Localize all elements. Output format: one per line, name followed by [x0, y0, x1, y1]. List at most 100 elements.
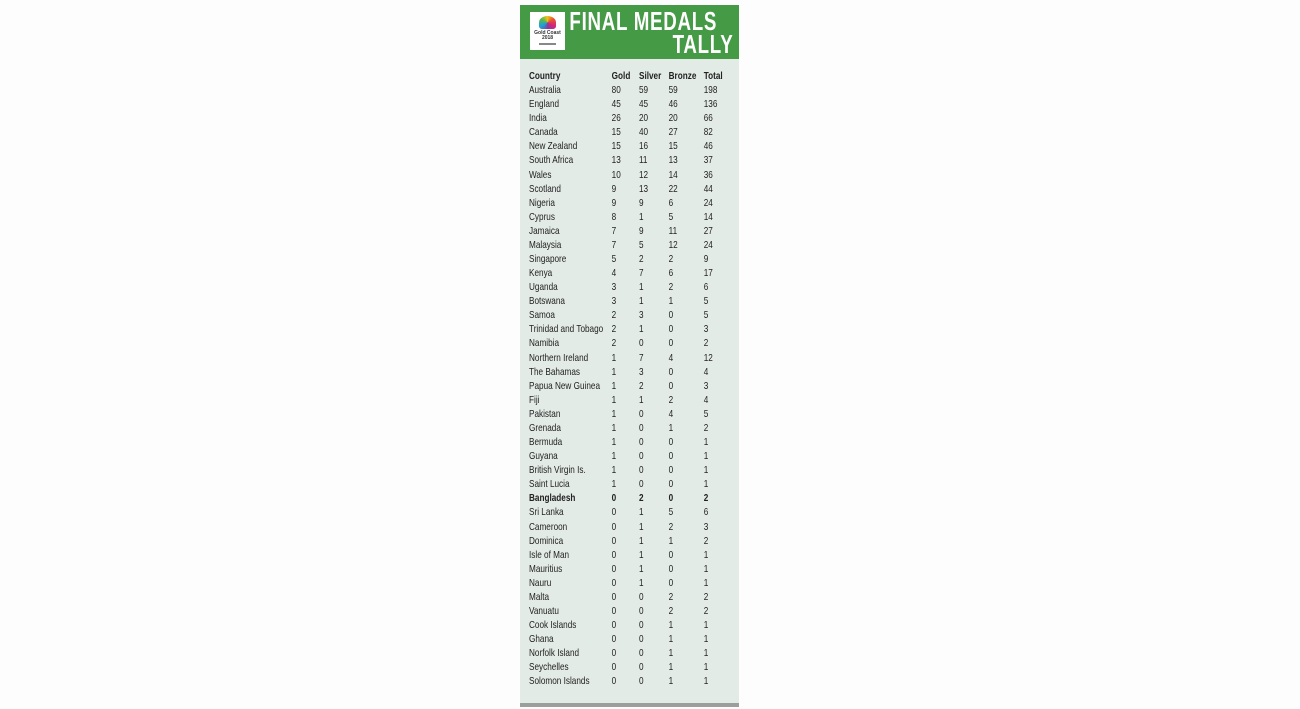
medal-count-cell: 14 [668, 168, 678, 181]
country-cell: Seychelles [529, 661, 569, 674]
logo-underline [539, 43, 556, 45]
medal-count-cell: 1 [611, 478, 617, 491]
table-row: Norfolk Island 0 0 1 1 [529, 646, 740, 660]
medal-count-cell: 2 [703, 590, 709, 603]
title-line-2: TALLY [672, 29, 733, 59]
table-row: Botswana 3 1 1 5 [529, 294, 740, 308]
medal-count-cell: 0 [638, 675, 644, 688]
medal-count-cell: 46 [668, 98, 678, 111]
medal-count-cell: 46 [703, 140, 713, 153]
medal-count-cell: 4 [703, 393, 709, 406]
country-cell: Canada [529, 126, 558, 139]
medal-count-cell: 0 [638, 478, 644, 491]
country-cell: India [529, 112, 547, 125]
medal-count-cell: 5 [703, 295, 709, 308]
medal-count-cell: 1 [703, 661, 709, 674]
medal-count-cell: 1 [611, 393, 617, 406]
medal-count-cell: 1 [638, 534, 644, 547]
medal-count-cell: 0 [611, 675, 617, 688]
table-row: Cameroon 0 1 2 3 [529, 520, 740, 534]
medal-count-cell: 0 [668, 478, 674, 491]
medal-count-cell: 44 [703, 182, 713, 195]
medal-count-cell: 1 [703, 478, 709, 491]
medal-count-cell: 0 [668, 337, 674, 350]
table-row: Grenada 1 0 1 2 [529, 421, 740, 435]
medal-count-cell: 1 [703, 548, 709, 561]
country-cell: Nauru [529, 576, 552, 589]
medal-count-cell: 3 [703, 520, 709, 533]
medal-count-cell: 3 [703, 323, 709, 336]
country-cell: Cyprus [529, 210, 555, 223]
table-row: Isle of Man 0 1 0 1 [529, 548, 740, 562]
medal-count-cell: 4 [703, 365, 709, 378]
country-cell: Samoa [529, 309, 555, 322]
medal-count-cell: 0 [638, 633, 644, 646]
medal-count-cell: 2 [703, 337, 709, 350]
medal-count-cell: 2 [638, 253, 644, 266]
country-cell: Norfolk Island [529, 647, 580, 660]
country-cell: Botswana [529, 295, 565, 308]
medal-count-cell: 1 [638, 520, 644, 533]
table-row: Malta 0 0 2 2 [529, 590, 740, 604]
medal-count-cell: 45 [611, 98, 621, 111]
medal-count-cell: 4 [668, 351, 674, 364]
table-row: Kenya 4 7 6 17 [529, 266, 740, 280]
country-cell: Isle of Man [529, 548, 570, 561]
medal-count-cell: 0 [668, 309, 674, 322]
medal-count-cell: 1 [638, 295, 644, 308]
medal-count-cell: 1 [668, 633, 674, 646]
medal-count-cell: 2 [668, 281, 674, 294]
medal-count-cell: 0 [668, 562, 674, 575]
medal-count-cell: 27 [668, 126, 678, 139]
table-row: British Virgin Is. 1 0 0 1 [529, 463, 740, 477]
medal-count-cell: 0 [638, 604, 644, 617]
country-cell: Solomon Islands [529, 675, 590, 688]
medal-count-cell: 1 [703, 562, 709, 575]
country-cell: Guyana [529, 450, 558, 463]
table-header: Country Gold Silver Bronze Total [529, 69, 740, 83]
medal-count-cell: 0 [638, 590, 644, 603]
medal-count-cell: 0 [611, 520, 617, 533]
medal-count-cell: 3 [611, 281, 617, 294]
table-row: Samoa 2 3 0 5 [529, 308, 740, 322]
medal-count-cell: 0 [611, 548, 617, 561]
games-logo: Gold Coast 2018 [530, 12, 565, 50]
country-cell: Fiji [529, 393, 540, 406]
medal-count-cell: 45 [638, 98, 649, 111]
country-cell: Cook Islands [529, 619, 577, 632]
medal-count-cell: 7 [638, 351, 644, 364]
table-row: England 45 45 46 136 [529, 97, 740, 111]
country-cell: Namibia [529, 337, 560, 350]
table-row: Northern Ireland 1 7 4 12 [529, 351, 740, 365]
medal-count-cell: 1 [611, 365, 617, 378]
medal-count-cell: 13 [668, 154, 678, 167]
table-row: Pakistan 1 0 4 5 [529, 407, 740, 421]
medal-count-cell: 2 [638, 379, 644, 392]
medal-count-cell: 1 [668, 421, 674, 434]
medal-count-cell: 0 [668, 323, 674, 336]
medal-count-cell: 1 [638, 323, 644, 336]
medal-count-cell: 3 [703, 379, 709, 392]
table-row: Trinidad and Tobago 2 1 0 3 [529, 322, 740, 336]
medal-count-cell: 15 [668, 140, 678, 153]
medal-count-cell: 37 [703, 154, 713, 167]
country-cell: Bangladesh [529, 492, 576, 505]
medal-count-cell: 0 [668, 365, 674, 378]
medal-count-cell: 27 [703, 224, 713, 237]
table-row: Cyprus 8 1 5 14 [529, 210, 740, 224]
medal-count-cell: 0 [611, 633, 617, 646]
medal-count-cell: 16 [638, 140, 649, 153]
table-row: Malaysia 7 5 12 24 [529, 238, 740, 252]
medal-count-cell: 5 [668, 210, 674, 223]
table-row: Fiji 1 1 2 4 [529, 393, 740, 407]
medal-count-cell: 0 [611, 647, 617, 660]
medal-count-cell: 80 [611, 84, 621, 97]
medal-count-cell: 1 [668, 534, 674, 547]
medal-count-cell: 2 [703, 492, 709, 505]
table-row: Australia 80 59 59 198 [529, 83, 740, 97]
medal-count-cell: 1 [638, 210, 644, 223]
country-cell: Nigeria [529, 196, 555, 209]
medal-count-cell: 59 [638, 84, 649, 97]
table-row: Namibia 2 0 0 2 [529, 336, 740, 350]
country-cell: Northern Ireland [529, 351, 589, 364]
